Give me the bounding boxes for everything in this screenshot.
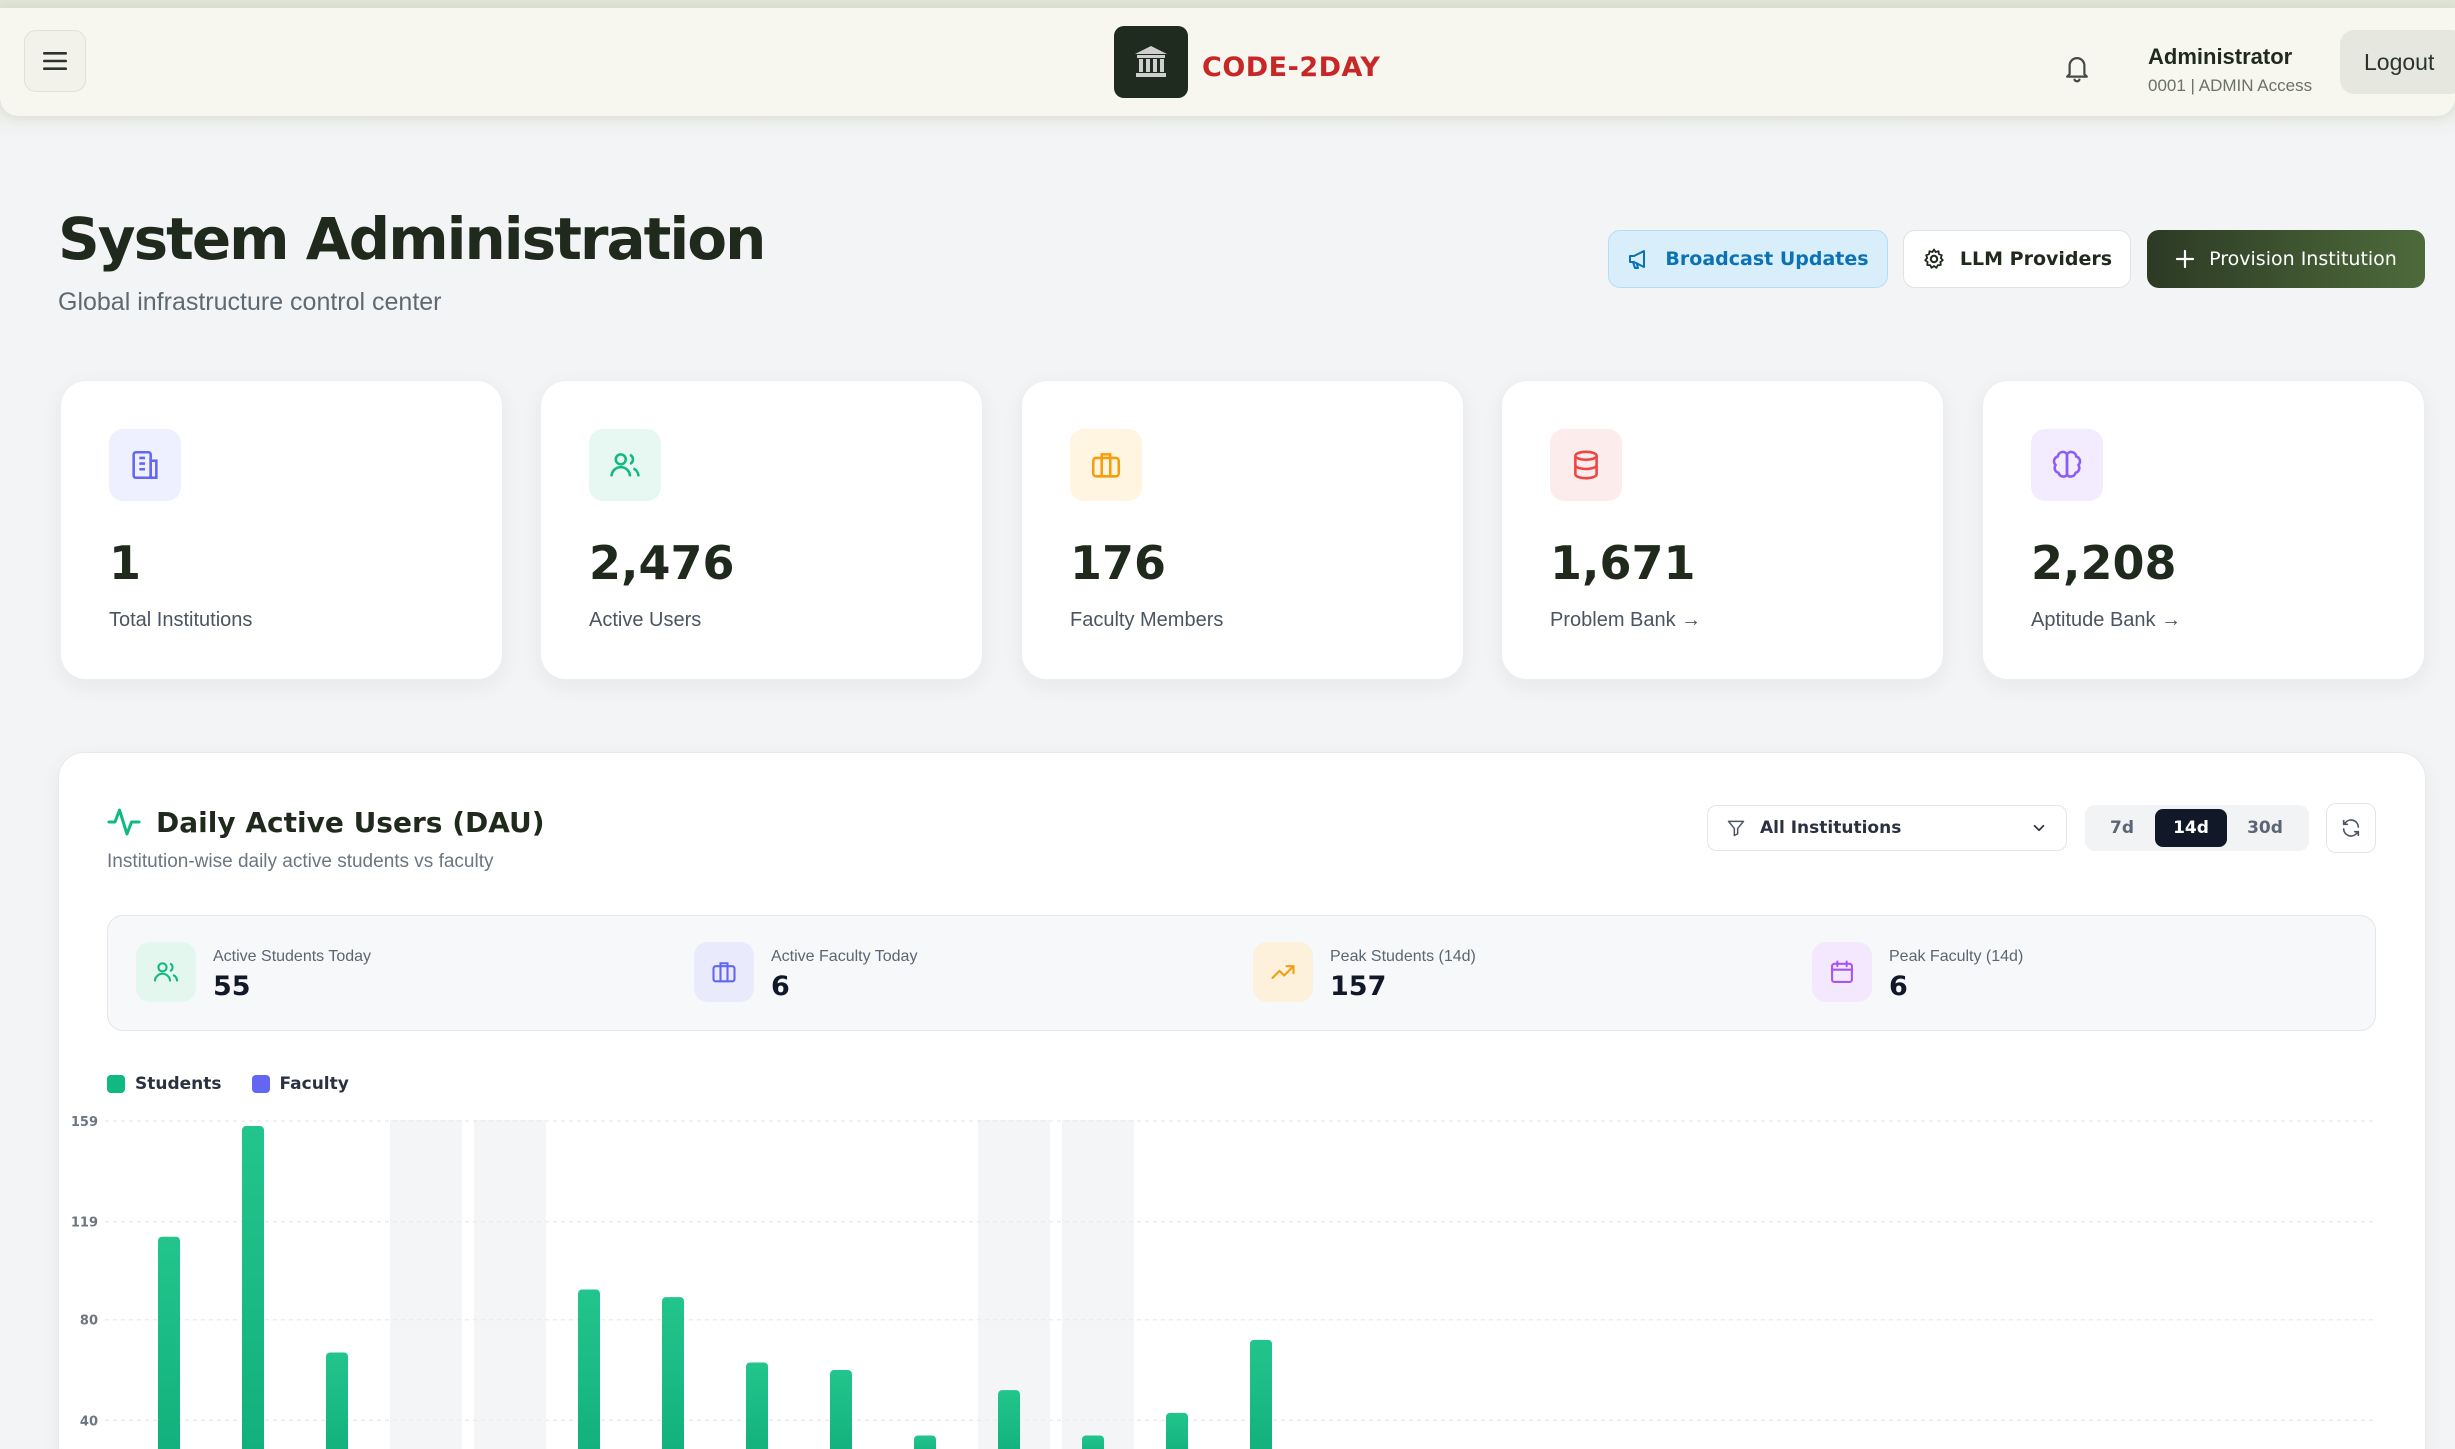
- brain-icon: [2031, 429, 2103, 501]
- stat-value: 1,671: [1550, 536, 1696, 590]
- gear-icon: [1924, 248, 1944, 269]
- column-highlight: [390, 1120, 462, 1449]
- bar-students[interactable]: [1082, 1435, 1104, 1449]
- page-subtitle: Global infrastructure control center: [58, 288, 442, 316]
- bar-students[interactable]: [242, 1126, 264, 1449]
- provision-institution-button[interactable]: Provision Institution: [2147, 230, 2425, 288]
- llm-label: LLM Providers: [1959, 248, 2113, 270]
- refresh-icon: [2342, 819, 2360, 837]
- stat-label: Total Institutions: [109, 609, 253, 631]
- metric-value: 6: [1889, 971, 1908, 1002]
- filter-icon: [1727, 820, 1745, 837]
- provision-label: Provision Institution: [2209, 248, 2397, 270]
- stat-card-aptitude-bank[interactable]: 2,208 Aptitude Bank →: [1982, 380, 2425, 680]
- bar-students[interactable]: [1250, 1339, 1272, 1449]
- megaphone-icon: [1629, 250, 1646, 269]
- llm-providers-button[interactable]: LLM Providers: [1903, 230, 2131, 288]
- briefcase-icon: [694, 942, 754, 1002]
- broadcast-label: Broadcast Updates: [1665, 248, 1869, 270]
- institution-icon: [1135, 46, 1167, 77]
- database-icon: [1550, 429, 1622, 501]
- trending-up-icon: [1253, 942, 1313, 1002]
- column-highlight: [474, 1120, 546, 1449]
- stat-card-problem-bank[interactable]: 1,671 Problem Bank →: [1501, 380, 1944, 680]
- stat-value: 1: [109, 536, 142, 590]
- refresh-button[interactable]: [2326, 803, 2376, 853]
- broadcast-updates-button[interactable]: Broadcast Updates: [1608, 230, 1888, 288]
- legend-label-faculty: Faculty: [279, 1074, 349, 1094]
- top-header: CODE-2DAY Administrator 0001 | ADMIN Acc…: [0, 8, 2455, 116]
- bar-students[interactable]: [158, 1236, 180, 1449]
- stat-card-faculty: 176 Faculty Members: [1021, 380, 1464, 680]
- chevron-down-icon: [2033, 824, 2045, 832]
- stat-value: 2,208: [2031, 536, 2177, 590]
- range-30d-button[interactable]: 30d: [2247, 818, 2283, 838]
- range-toggle: 7d 14d 30d: [2085, 805, 2309, 851]
- menu-icon: [43, 52, 67, 70]
- metric-value: 55: [213, 971, 251, 1002]
- stat-value: 176: [1070, 536, 1167, 590]
- dau-bar-chart: 159 119 80 40: [71, 1115, 2376, 1449]
- logo[interactable]: [1114, 26, 1188, 98]
- legend-label-students: Students: [135, 1074, 222, 1094]
- metric-label: Active Faculty Today: [771, 948, 918, 965]
- calendar-icon: [1812, 942, 1872, 1002]
- metric-label: Active Students Today: [213, 948, 372, 965]
- user-name: Administrator: [2148, 44, 2293, 69]
- plus-icon: [2176, 249, 2195, 269]
- metric-value: 157: [1330, 971, 1387, 1002]
- bar-students[interactable]: [1166, 1412, 1188, 1449]
- stat-label: Active Users: [589, 609, 702, 631]
- bar-students[interactable]: [662, 1297, 684, 1449]
- bar-students[interactable]: [914, 1435, 936, 1449]
- y-tick-label: 119: [71, 1216, 98, 1231]
- y-tick-label: 80: [80, 1314, 98, 1329]
- metric-label: Peak Students (14d): [1330, 948, 1476, 965]
- menu-button[interactable]: [24, 30, 86, 92]
- stat-label: Problem Bank →: [1550, 609, 1702, 631]
- dau-title: Daily Active Users (DAU): [156, 806, 545, 839]
- legend-students[interactable]: Students: [107, 1074, 222, 1094]
- institution-filter-select[interactable]: All Institutions: [1707, 805, 2067, 851]
- brand-name: CODE-2DAY: [1202, 52, 1381, 83]
- legend-faculty[interactable]: Faculty: [251, 1074, 349, 1094]
- briefcase-icon: [1070, 429, 1142, 501]
- legend-swatch-faculty: [251, 1075, 270, 1093]
- stat-label: Aptitude Bank →: [2031, 609, 2182, 631]
- stat-value: 2,476: [589, 536, 735, 590]
- users-icon: [136, 942, 196, 1002]
- chart-legend: Students Faculty: [107, 1074, 349, 1094]
- stat-card-institutions: 1 Total Institutions: [60, 380, 503, 680]
- dau-metrics-bar: Active Students Today 55 Active Faculty …: [107, 915, 2376, 1031]
- bar-students[interactable]: [830, 1370, 852, 1449]
- bar-students[interactable]: [998, 1390, 1020, 1449]
- metric-label: Peak Faculty (14d): [1889, 948, 2024, 965]
- activity-icon: [107, 808, 141, 836]
- dau-subtitle: Institution-wise daily active students v…: [107, 851, 494, 872]
- legend-swatch-students: [107, 1075, 125, 1093]
- users-icon: [589, 429, 661, 501]
- filter-value: All Institutions: [1760, 818, 1902, 838]
- stat-card-active-users: 2,476 Active Users: [540, 380, 983, 680]
- bar-students[interactable]: [326, 1352, 348, 1449]
- range-14d-button[interactable]: 14d: [2155, 809, 2227, 847]
- stat-label: Faculty Members: [1070, 609, 1224, 631]
- user-role: 0001 | ADMIN Access: [2148, 76, 2313, 95]
- y-tick-label: 159: [71, 1115, 98, 1130]
- bar-students[interactable]: [578, 1289, 600, 1449]
- logout-button[interactable]: Logout: [2340, 30, 2455, 94]
- bell-icon[interactable]: [2062, 52, 2092, 84]
- building-icon: [109, 429, 181, 501]
- bar-students[interactable]: [746, 1362, 768, 1449]
- page-title: System Administration: [58, 205, 766, 273]
- column-highlight: [1062, 1120, 1134, 1449]
- metric-value: 6: [771, 971, 790, 1002]
- range-7d-button[interactable]: 7d: [2110, 818, 2134, 838]
- y-tick-label: 40: [80, 1414, 98, 1429]
